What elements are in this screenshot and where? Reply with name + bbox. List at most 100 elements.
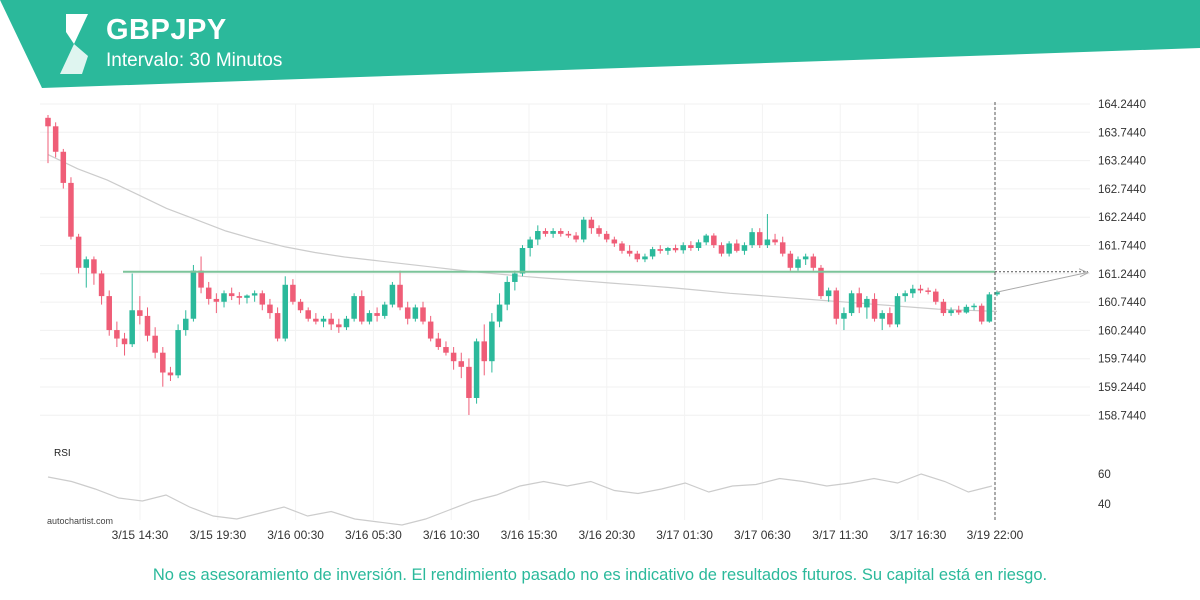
- price-tick-label: 163.2440: [1098, 156, 1146, 168]
- candle-down: [305, 310, 311, 319]
- chart-interval: Intervalo: 30 Minutos: [106, 50, 283, 71]
- candle-up: [504, 281, 510, 305]
- header-banner-shape: [0, 0, 1200, 88]
- candle-down: [91, 259, 97, 274]
- candle-up: [894, 296, 901, 325]
- candle-down: [144, 315, 151, 336]
- candle-up: [795, 259, 801, 268]
- price-tick-label: 164.2440: [1098, 99, 1146, 111]
- time-tick-label: 3/16 20:30: [578, 528, 635, 542]
- candle-down: [121, 338, 128, 345]
- price-tick-label: 159.7440: [1098, 354, 1146, 366]
- watermark: autochartist.com: [47, 516, 114, 526]
- candle-down: [573, 235, 579, 240]
- candle-down: [672, 247, 679, 251]
- candle-down: [137, 310, 143, 316]
- candle-up: [986, 294, 993, 322]
- candle-up: [83, 259, 90, 268]
- time-tick-label: 3/16 05:30: [345, 528, 402, 542]
- candle-up: [389, 284, 396, 305]
- candle-down: [481, 341, 487, 362]
- candle-up: [848, 293, 855, 314]
- candle-up: [244, 295, 250, 298]
- candle-down: [634, 253, 641, 260]
- candle-up: [175, 330, 181, 376]
- candle-down: [205, 287, 212, 299]
- time-tick-label: 3/17 16:30: [890, 528, 947, 542]
- candle-down: [940, 301, 947, 314]
- candle-up: [527, 239, 533, 248]
- candle-down: [297, 301, 304, 311]
- candle-down: [75, 236, 82, 268]
- candle-down: [374, 313, 380, 316]
- price-tick-label: 161.2440: [1098, 269, 1146, 281]
- candle-down: [68, 182, 74, 237]
- candle-down: [810, 256, 817, 268]
- candle-down: [611, 239, 618, 244]
- candle-up: [726, 243, 732, 254]
- candle-up: [343, 318, 350, 328]
- time-tick-label: 3/17 06:30: [734, 528, 791, 542]
- candle-down: [558, 231, 564, 234]
- candle-up: [665, 247, 671, 251]
- candle-down: [267, 304, 273, 314]
- time-tick-label: 3/16 00:30: [267, 528, 324, 542]
- time-tick-label: 3/19 22:00: [967, 528, 1024, 542]
- candle-down: [60, 151, 67, 183]
- projection-arrow-head: [1078, 268, 1090, 278]
- candle-down: [443, 347, 449, 353]
- candle-down: [114, 330, 120, 339]
- candle-down: [274, 313, 281, 339]
- candle-down: [458, 361, 465, 367]
- price-tick-label: 159.2440: [1098, 382, 1146, 394]
- candle-down: [152, 335, 158, 353]
- candle-down: [603, 233, 610, 240]
- candle-up: [366, 313, 373, 322]
- candle-down: [359, 296, 365, 322]
- time-axis-labels: 3/15 14:30 3/15 19:30 3/16 00:30 3/16 05:30…: [112, 528, 1024, 542]
- candle-down: [711, 235, 717, 246]
- candle-down: [236, 296, 243, 298]
- candle-down: [435, 338, 442, 348]
- candle-up: [680, 245, 686, 251]
- candle-up: [764, 239, 771, 246]
- candle-down: [542, 231, 549, 234]
- candle-down: [167, 372, 174, 376]
- price-axis-labels: 164.2440 163.7440 163.2440 162.7440 162.2440…: [1098, 99, 1146, 422]
- candlestick-series: [45, 114, 1000, 415]
- candle-down: [925, 290, 931, 292]
- candle-up: [948, 310, 954, 314]
- candle-up: [841, 313, 847, 319]
- candle-down: [228, 293, 235, 297]
- candle-down: [955, 310, 962, 313]
- candle-down: [160, 352, 166, 373]
- candle-down: [818, 267, 824, 297]
- candle-down: [427, 321, 434, 339]
- rsi-tick-label: 40: [1098, 499, 1111, 511]
- candle-down: [450, 352, 457, 362]
- candle-down: [718, 245, 725, 254]
- candle-down: [565, 233, 572, 236]
- price-tick-label: 163.7440: [1098, 127, 1146, 139]
- candle-up: [994, 292, 1000, 295]
- candle-down: [336, 324, 342, 328]
- time-tick-label: 3/16 10:30: [423, 528, 480, 542]
- candle-up: [902, 293, 908, 297]
- rsi-line: [47, 473, 993, 526]
- candle-up: [129, 310, 135, 345]
- candle-down: [772, 239, 778, 243]
- candle-up: [910, 288, 916, 294]
- moving-average-line: [47, 154, 998, 312]
- candle-down: [328, 318, 334, 325]
- time-tick-label: 3/16 15:30: [501, 528, 558, 542]
- rsi-label: RSI: [54, 448, 71, 459]
- price-tick-label: 162.2440: [1098, 212, 1146, 224]
- candle-up: [741, 245, 748, 251]
- candle-down: [619, 243, 625, 251]
- projection-arrow-line: [996, 272, 1087, 293]
- price-tick-label: 162.7440: [1098, 184, 1146, 196]
- autochartist-logo-icon: [60, 14, 88, 74]
- candle-down: [856, 293, 862, 308]
- candle-down: [466, 366, 472, 398]
